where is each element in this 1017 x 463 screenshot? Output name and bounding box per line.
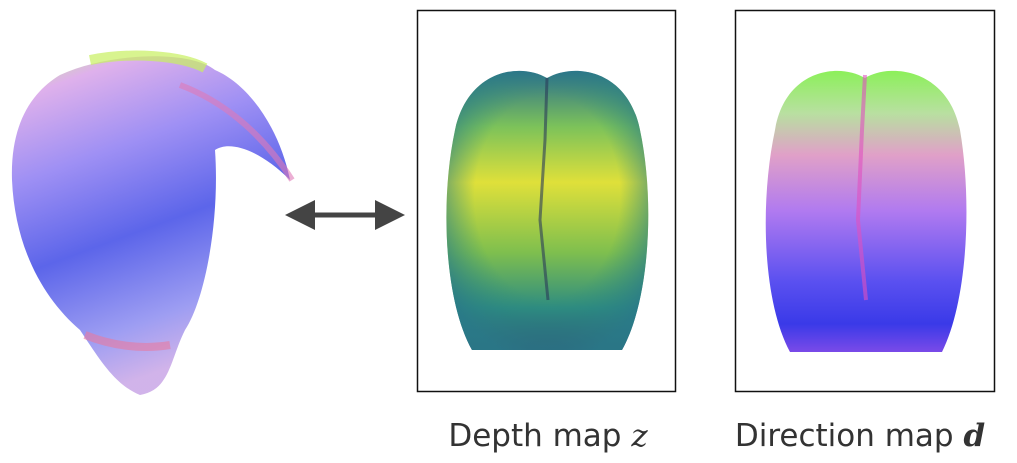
caption-symbol: z [631,418,647,454]
caption-label: Depth map [448,418,621,454]
caption: Direction map d [735,418,985,454]
figure-graphics [0,0,1017,463]
direction-map-image [766,71,967,352]
caption: Depth map z [448,418,647,454]
figure: Depth map z Direction map d [0,0,1017,463]
caption-symbol: d [963,418,985,454]
caption-label: Direction map [735,418,954,454]
